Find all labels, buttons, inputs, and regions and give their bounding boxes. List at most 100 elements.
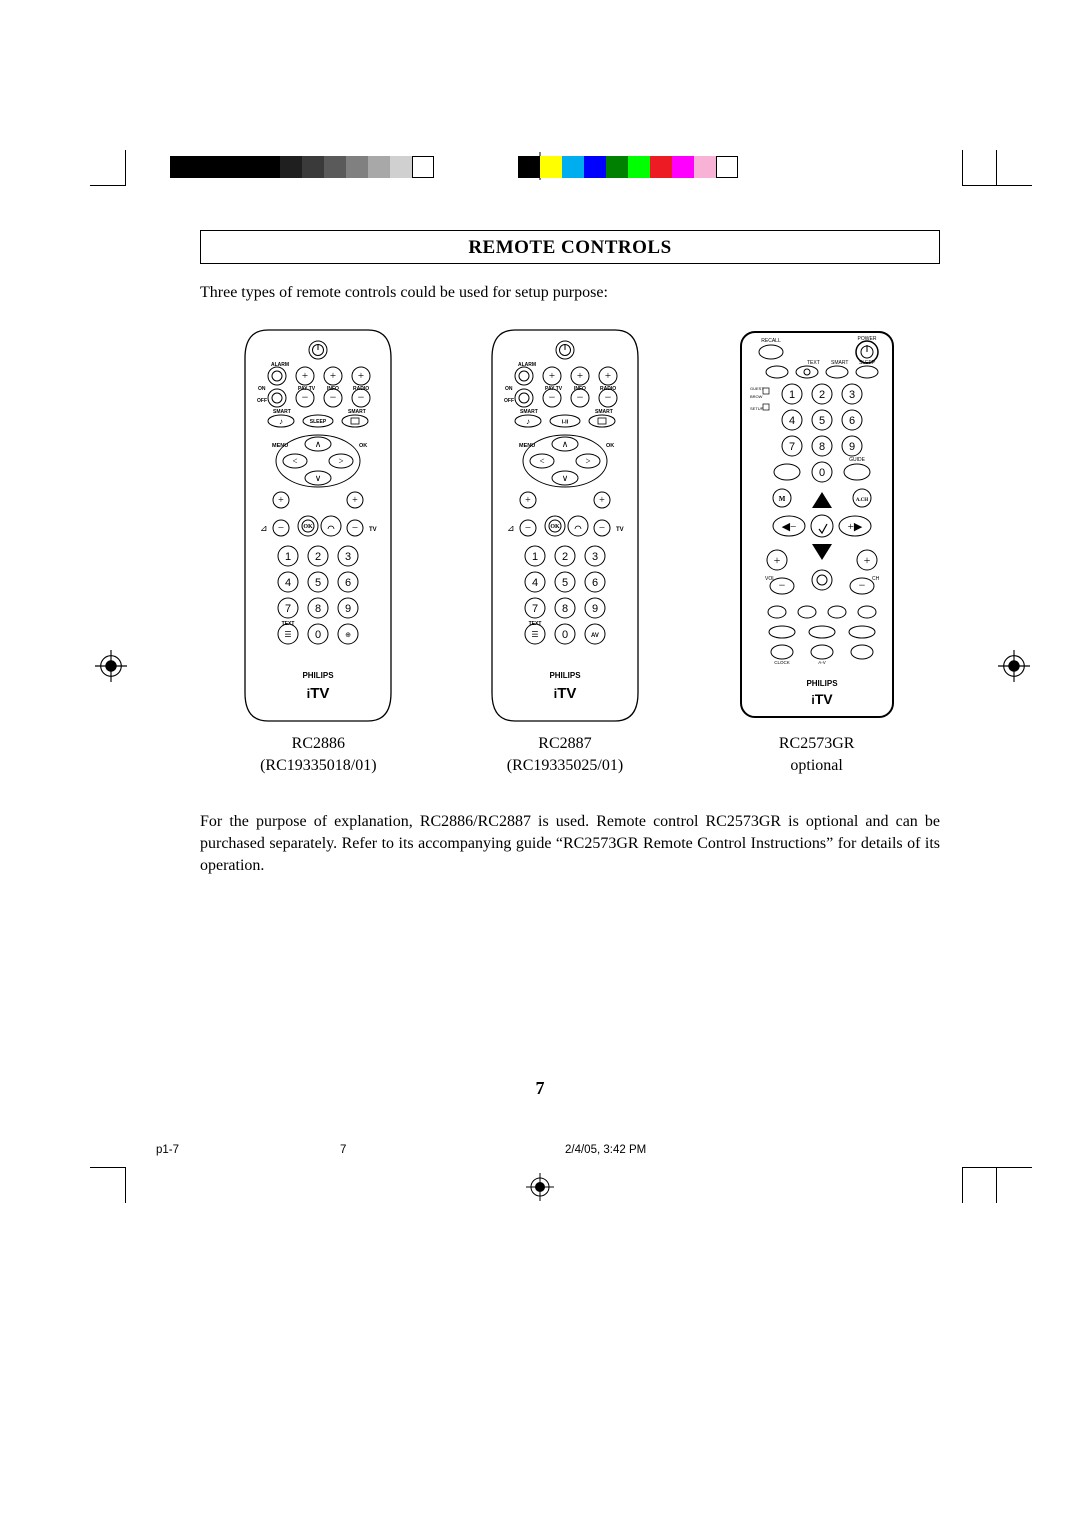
- manual-page: REMOTE CONTROLS Three types of remote co…: [200, 230, 940, 878]
- svg-text:+: +: [577, 370, 583, 382]
- svg-text:⊕: ⊕: [345, 632, 351, 639]
- svg-text:∧: ∧: [562, 439, 569, 449]
- svg-text:−: −: [352, 522, 358, 534]
- svg-text:+: +: [525, 495, 531, 506]
- svg-text:+: +: [330, 370, 336, 382]
- section-title: REMOTE CONTROLS: [200, 230, 940, 264]
- svg-text:8: 8: [819, 441, 825, 453]
- swatch: [368, 156, 390, 178]
- grayscale-calibration-strip: [170, 156, 434, 178]
- svg-text:7: 7: [789, 441, 795, 453]
- svg-text:SMART: SMART: [520, 409, 538, 415]
- crop-mark: [996, 1167, 1032, 1203]
- swatch: [302, 156, 324, 178]
- svg-text:BROW: BROW: [750, 394, 763, 399]
- swatch: [518, 156, 540, 178]
- svg-text:4: 4: [285, 577, 291, 589]
- swatch: [346, 156, 368, 178]
- svg-text:6: 6: [592, 577, 598, 589]
- svg-text:−: −: [278, 522, 284, 534]
- svg-text:9: 9: [592, 603, 598, 615]
- remote-rc2887: ALARM + + + ON PAY TV INFO RADIO OFF − −…: [490, 328, 640, 776]
- remote-illustration: RECALL POWER TEXT SMART SLEEP GUEST BROW…: [737, 328, 897, 723]
- svg-text:9: 9: [345, 603, 351, 615]
- svg-text:+: +: [279, 495, 285, 506]
- printer-registration-top: [0, 150, 1080, 196]
- svg-text:PHILIPS: PHILIPS: [806, 679, 838, 688]
- remote-model: RC2887: [538, 735, 591, 752]
- svg-text:3: 3: [345, 551, 351, 563]
- svg-text:+: +: [599, 495, 605, 506]
- registration-target-icon: [95, 650, 127, 682]
- svg-text:A.CH: A.CH: [855, 498, 867, 503]
- remote-partno: (RC19335018/01): [260, 757, 376, 774]
- remote-partno: (RC19335025/01): [507, 757, 623, 774]
- svg-text:SETUP: SETUP: [750, 406, 764, 411]
- svg-text:+: +: [302, 370, 308, 382]
- svg-text:SLEEP: SLEEP: [859, 360, 876, 366]
- svg-text:4: 4: [532, 577, 538, 589]
- svg-text:MENU: MENU: [272, 443, 288, 449]
- svg-text:6: 6: [345, 577, 351, 589]
- svg-text:+: +: [353, 495, 359, 506]
- svg-text:−: −: [525, 522, 531, 534]
- svg-text:4: 4: [789, 415, 795, 427]
- svg-text:5: 5: [562, 577, 568, 589]
- footer-page: 7: [340, 1144, 346, 1156]
- crop-mark: [962, 1167, 998, 1203]
- swatch: [390, 156, 412, 178]
- svg-text:9: 9: [849, 441, 855, 453]
- svg-text:SMART: SMART: [831, 360, 848, 366]
- svg-text:PHILIPS: PHILIPS: [549, 671, 581, 680]
- svg-text:2: 2: [562, 551, 568, 563]
- svg-text:MENU: MENU: [519, 443, 535, 449]
- remotes-row: ALARM + + + ON PAY TV INFO RADIO OFF − −…: [200, 328, 940, 776]
- remote-illustration: ALARM + + + ON PAY TV INFO RADIO OFF − −…: [490, 328, 640, 723]
- svg-text:CH: CH: [872, 576, 880, 582]
- swatch: [412, 156, 434, 178]
- svg-text:AV: AV: [591, 633, 599, 639]
- svg-text:+: +: [773, 553, 780, 567]
- color-calibration-strip: [518, 156, 738, 178]
- remote-illustration: ALARM + + + ON PAY TV INFO RADIO OFF − −…: [243, 328, 393, 723]
- remote-caption: RC2887 (RC19335025/01): [507, 733, 623, 776]
- svg-text:A-V: A-V: [818, 660, 826, 665]
- crop-mark: [90, 1167, 126, 1203]
- svg-text:OFF: OFF: [257, 398, 267, 404]
- svg-text:M: M: [778, 495, 785, 503]
- section-title-text: REMOTE CONTROLS: [468, 237, 671, 258]
- svg-text:2: 2: [819, 389, 825, 401]
- svg-text:1: 1: [789, 389, 795, 401]
- svg-text:☰: ☰: [531, 630, 538, 639]
- swatch: [584, 156, 606, 178]
- svg-text:+: +: [863, 553, 870, 567]
- svg-text:VOL: VOL: [765, 576, 775, 582]
- svg-text:PHILIPS: PHILIPS: [303, 671, 335, 680]
- svg-text:8: 8: [315, 603, 321, 615]
- svg-text:SLEEP: SLEEP: [310, 419, 327, 425]
- svg-text:GUEST: GUEST: [750, 386, 764, 391]
- svg-text:☰: ☰: [285, 630, 292, 639]
- svg-text:+: +: [605, 370, 611, 382]
- svg-text:3: 3: [592, 551, 598, 563]
- swatch: [170, 156, 192, 178]
- svg-text:TV: TV: [369, 527, 377, 533]
- printer-registration-bottom: [0, 1157, 1080, 1203]
- swatch: [280, 156, 302, 178]
- svg-text:−: −: [302, 390, 309, 404]
- svg-text:∧: ∧: [315, 439, 322, 449]
- svg-text:◀−: ◀−: [781, 521, 796, 533]
- svg-text:⊿: ⊿: [260, 523, 268, 533]
- page-number: 7: [536, 1078, 545, 1099]
- svg-text:ON: ON: [258, 386, 266, 392]
- svg-text:−: −: [577, 390, 584, 404]
- remote-partno: optional: [790, 757, 842, 774]
- swatch: [606, 156, 628, 178]
- svg-text:>: >: [339, 456, 344, 466]
- svg-text:−: −: [858, 578, 865, 592]
- svg-text:5: 5: [315, 577, 321, 589]
- svg-text:1: 1: [285, 551, 291, 563]
- svg-text:OK: OK: [606, 443, 614, 449]
- svg-text:♪: ♪: [526, 417, 530, 426]
- svg-text:5: 5: [819, 415, 825, 427]
